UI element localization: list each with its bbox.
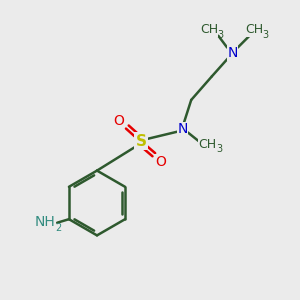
- Text: CH: CH: [245, 23, 264, 36]
- Text: CH: CH: [200, 23, 218, 36]
- Text: NH: NH: [35, 214, 56, 229]
- Text: 3: 3: [217, 30, 223, 40]
- Text: 3: 3: [216, 144, 222, 154]
- Text: N: N: [177, 122, 188, 136]
- Text: S: S: [136, 134, 147, 149]
- Text: 3: 3: [263, 30, 269, 40]
- Text: CH: CH: [198, 138, 217, 151]
- Text: O: O: [114, 114, 124, 128]
- Text: 2: 2: [55, 223, 61, 233]
- Text: N: N: [227, 46, 238, 60]
- Text: O: O: [155, 155, 166, 169]
